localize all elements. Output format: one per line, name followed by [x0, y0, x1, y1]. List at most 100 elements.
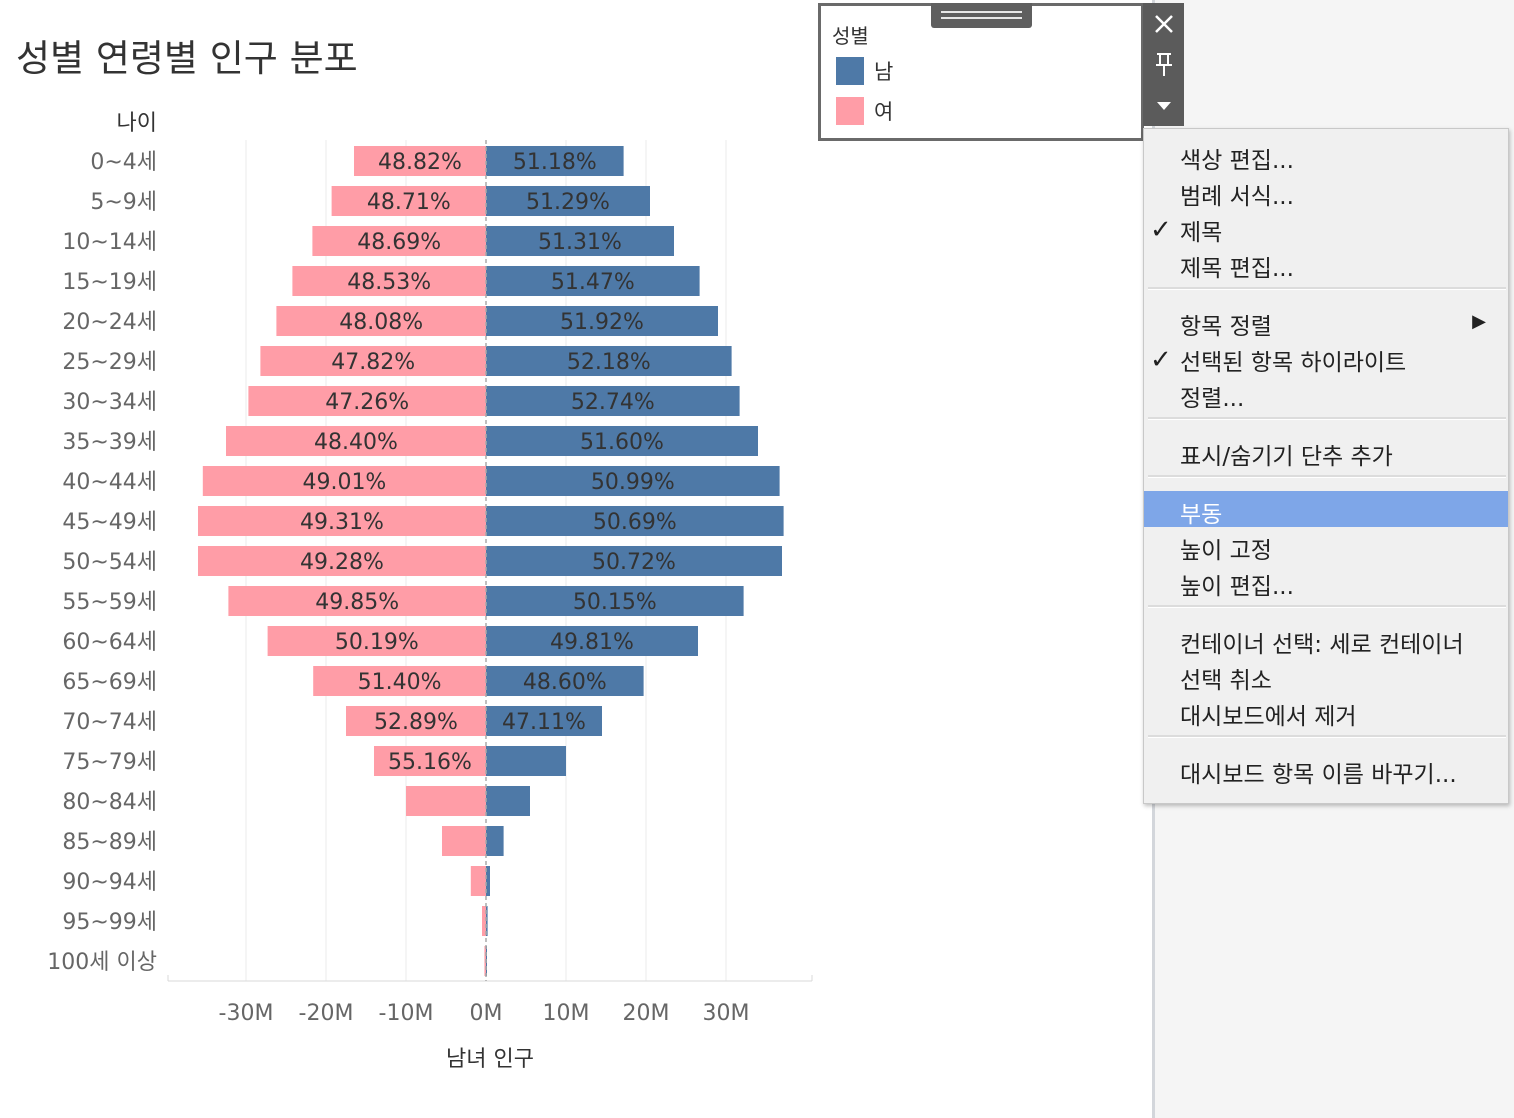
- pin-button[interactable]: [1143, 44, 1184, 85]
- menu-item[interactable]: 높이 편집...: [1144, 563, 1508, 600]
- menu-item-label: 높이 편집...: [1180, 574, 1294, 600]
- checkmark-icon: ✓: [1150, 215, 1172, 245]
- menu-item[interactable]: 범례 서식...: [1144, 173, 1508, 210]
- menu-separator: [1148, 287, 1506, 290]
- menu-item-label: 대시보드에서 제거: [1180, 704, 1357, 730]
- bar-male: [486, 306, 718, 336]
- bar-male: [486, 866, 490, 896]
- menu-item[interactable]: 높이 고정: [1144, 527, 1508, 564]
- menu-item-label: 선택된 항목 하이라이트: [1180, 350, 1407, 376]
- legend-item-male[interactable]: 남: [836, 56, 893, 86]
- y-tick-label: 55~59세: [62, 590, 157, 615]
- menu-item-label: 컨테이너 선택: 세로 컨테이너: [1180, 632, 1464, 658]
- bar-male: [486, 706, 602, 736]
- menu-item[interactable]: ✓ 선택된 항목 하이라이트: [1144, 339, 1508, 376]
- y-tick-label: 85~89세: [62, 830, 157, 855]
- bar-female: [442, 826, 486, 856]
- bar-male: [486, 906, 488, 936]
- bar-male: [486, 386, 740, 416]
- data-label: 50.72%: [592, 550, 676, 575]
- data-label: 49.85%: [315, 590, 399, 615]
- data-label: 51.92%: [560, 310, 644, 335]
- bar-male: [486, 266, 700, 296]
- data-label: 51.29%: [526, 190, 610, 215]
- menu-item-label: 선택 취소: [1180, 668, 1272, 694]
- y-tick-label: 5~9세: [90, 190, 157, 215]
- menu-item-label: 정렬...: [1180, 386, 1245, 412]
- menu-item-label: 항목 정렬: [1180, 314, 1272, 340]
- data-label: 50.15%: [573, 590, 657, 615]
- data-label: 50.69%: [593, 510, 677, 535]
- data-label: 49.81%: [550, 630, 634, 655]
- x-tick-label: 0M: [470, 1001, 503, 1026]
- y-tick-label: 30~34세: [62, 390, 157, 415]
- drag-handle[interactable]: [931, 3, 1032, 28]
- menu-item[interactable]: 대시보드 항목 이름 바꾸기...: [1144, 751, 1508, 788]
- legend-title: 성별: [832, 24, 869, 48]
- menu-item[interactable]: 표시/숨기기 단추 추가: [1144, 433, 1508, 470]
- checkmark-icon: ✓: [1150, 345, 1172, 375]
- bar-female: [202, 466, 487, 496]
- data-label: 51.47%: [551, 270, 635, 295]
- population-pyramid-chart: 48.82% 51.18% 0~4세 48.71% 51.29% 5~9세 48.69% 51…: [47, 111, 813, 1072]
- menu-item[interactable]: 제목 편집...: [1144, 245, 1508, 282]
- data-label: 50.19%: [335, 630, 419, 655]
- bar-female: [313, 666, 486, 696]
- menu-item-label: 범례 서식...: [1180, 184, 1294, 210]
- menu-item[interactable]: 항목 정렬 ▶: [1144, 303, 1508, 340]
- y-tick-label: 0~4세: [90, 150, 157, 175]
- data-label: 49.28%: [300, 550, 384, 575]
- y-tick-label: 75~79세: [62, 750, 157, 775]
- x-tick-label: 10M: [543, 1001, 590, 1026]
- data-label: 48.53%: [347, 270, 431, 295]
- bar-female: [260, 346, 486, 376]
- close-button[interactable]: [1143, 3, 1184, 44]
- menu-item[interactable]: 대시보드에서 제거: [1144, 693, 1508, 730]
- menu-item[interactable]: 선택 취소: [1144, 657, 1508, 694]
- bar-male: [486, 146, 624, 176]
- x-tick-label: 30M: [703, 1001, 750, 1026]
- y-tick-label: 45~49세: [62, 510, 157, 535]
- menu-item[interactable]: ✓ 제목: [1144, 209, 1508, 246]
- bar-female: [248, 386, 486, 416]
- data-label: 51.60%: [580, 430, 664, 455]
- data-label: 47.82%: [331, 350, 415, 375]
- x-tick-label: -10M: [379, 1001, 434, 1026]
- data-label: 48.82%: [378, 150, 462, 175]
- y-axis-label: 나이: [117, 111, 157, 136]
- bar-male: [486, 746, 566, 776]
- y-tick-label: 35~39세: [62, 430, 157, 455]
- bar-female: [374, 746, 486, 776]
- data-label: 47.26%: [325, 390, 409, 415]
- more-options-button[interactable]: [1143, 85, 1184, 126]
- chart-title: 성별 연령별 인구 분포: [16, 37, 358, 80]
- y-tick-label: 60~64세: [62, 630, 157, 655]
- data-label: 49.31%: [300, 510, 384, 535]
- bar-male: [486, 826, 504, 856]
- data-label: 47.11%: [502, 710, 586, 735]
- data-label: 48.69%: [357, 230, 441, 255]
- menu-item[interactable]: 정렬...: [1144, 375, 1508, 412]
- legend-label-female: 여: [874, 100, 894, 124]
- menu-item[interactable]: 컨테이너 선택: 세로 컨테이너: [1144, 621, 1508, 658]
- bar-male: [486, 626, 698, 656]
- bar-female: [484, 946, 486, 976]
- legend-label-male: 남: [874, 60, 894, 84]
- bar-male: [486, 546, 782, 576]
- bar-male: [486, 466, 780, 496]
- x-tick-label: 20M: [623, 1001, 670, 1026]
- close-icon: [1154, 14, 1173, 33]
- bar-female: [292, 266, 486, 296]
- bar-female: [198, 546, 486, 576]
- legend-item-female[interactable]: 여: [836, 96, 893, 126]
- y-tick-label: 10~14세: [62, 230, 157, 255]
- bar-male: [486, 786, 530, 816]
- menu-item[interactable]: 색상 편집...: [1144, 137, 1508, 174]
- bar-female: [354, 146, 486, 176]
- bar-female: [312, 226, 486, 256]
- y-tick-label: 50~54세: [62, 550, 157, 575]
- menu-item[interactable]: 부동: [1144, 491, 1508, 528]
- data-label: 49.01%: [302, 470, 386, 495]
- y-tick-label: 80~84세: [62, 790, 157, 815]
